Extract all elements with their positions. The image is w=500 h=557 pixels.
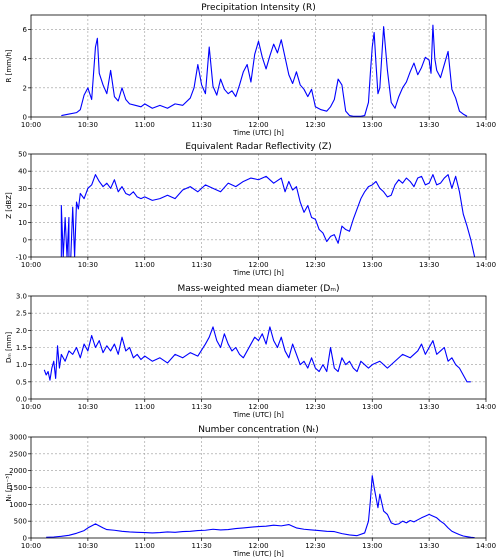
- chart-title: Precipitation Intensity (R): [201, 3, 315, 13]
- x-tick-label: 12:30: [305, 403, 325, 411]
- x-tick-label: 13:30: [419, 542, 439, 550]
- y-tick-label: 1.5: [16, 344, 27, 352]
- x-axis-label: Time (UTC) [h]: [232, 411, 284, 419]
- y-tick-label: 50: [18, 151, 27, 159]
- x-tick-label: 10:30: [78, 261, 98, 269]
- y-tick-label: 2500: [9, 450, 27, 458]
- x-tick-label: 13:30: [419, 403, 439, 411]
- y-tick-label: 30: [18, 185, 27, 193]
- x-tick-label: 12:00: [248, 261, 268, 269]
- series-line-1: [43, 326, 471, 383]
- x-tick-label: 14:00: [476, 121, 496, 129]
- y-tick-label: 6: [23, 26, 28, 34]
- y-tick-label: 0: [23, 236, 27, 244]
- y-tick-label: 1.0: [16, 361, 27, 369]
- y-tick-label: 500: [14, 518, 27, 526]
- x-tick-label: 12:30: [305, 542, 325, 550]
- y-axis-label: Dₘ [mm]: [5, 332, 13, 363]
- series-line-1: [60, 174, 476, 257]
- x-tick-label: 11:00: [135, 542, 155, 550]
- x-tick-label: 10:00: [21, 261, 41, 269]
- y-tick-label: 20: [18, 202, 27, 210]
- x-tick-label: 11:30: [192, 403, 212, 411]
- chart-panel-2: 10:00 10:30 11:00 11:30 12:00 12:30 13:00 13:30…: [5, 142, 496, 277]
- x-tick-label: 11:00: [135, 121, 155, 129]
- x-tick-label: 10:00: [21, 542, 41, 550]
- x-tick-label: 13:30: [419, 261, 439, 269]
- y-tick-label: 10: [18, 219, 27, 227]
- y-tick-label: 0: [23, 114, 27, 122]
- y-axis-label: Nₜ [m⁻³]: [5, 473, 13, 502]
- x-tick-label: 10:30: [78, 542, 98, 550]
- x-tick-label: 10:00: [21, 121, 41, 129]
- x-tick-label: 11:30: [192, 542, 212, 550]
- x-tick-label: 12:30: [305, 121, 325, 129]
- chart-title: Mass-weighted mean diameter (Dₘ): [178, 284, 340, 294]
- y-tick-label: 3000: [9, 434, 27, 442]
- y-tick-label: 2.0: [16, 327, 27, 335]
- y-tick-label: 3.0: [16, 293, 27, 301]
- y-tick-label: 0.5: [16, 378, 27, 386]
- x-tick-label: 11:00: [135, 403, 155, 411]
- chart-title: Number concentration (Nₜ): [198, 425, 319, 435]
- y-tick-label: 1500: [9, 484, 27, 492]
- x-tick-label: 11:30: [192, 121, 212, 129]
- y-axis-label: Z [dBZ]: [5, 192, 13, 219]
- x-tick-label: 10:30: [78, 403, 98, 411]
- y-tick-label: 0.0: [16, 396, 27, 404]
- y-tick-label: 1000: [9, 501, 27, 509]
- x-tick-label: 13:00: [362, 261, 382, 269]
- x-axis-label: Time (UTC) [h]: [232, 550, 284, 557]
- y-tick-label: 2000: [9, 467, 27, 475]
- x-tick-label: 14:00: [476, 403, 496, 411]
- x-tick-label: 13:00: [362, 403, 382, 411]
- y-tick-label: 40: [18, 168, 27, 176]
- x-axis-label: Time (UTC) [h]: [232, 269, 284, 277]
- chart-title: Equivalent Radar Reflectivity (Z): [185, 142, 331, 152]
- x-tick-label: 12:00: [248, 403, 268, 411]
- x-tick-label: 11:30: [192, 261, 212, 269]
- x-axis-label: Time (UTC) [h]: [232, 129, 284, 137]
- x-tick-label: 14:00: [476, 542, 496, 550]
- x-tick-label: 13:00: [362, 121, 382, 129]
- chart-panel-3: 10:00 10:30 11:00 11:30 12:00 12:30 13:00 13:30…: [5, 284, 496, 419]
- y-tick-label: 4: [23, 55, 28, 63]
- x-tick-label: 10:30: [78, 121, 98, 129]
- x-tick-label: 13:30: [419, 121, 439, 129]
- y-tick-label: 2.5: [16, 310, 27, 318]
- series-line-1: [61, 24, 468, 117]
- x-tick-label: 11:00: [135, 261, 155, 269]
- y-tick-label: 0: [23, 535, 27, 543]
- series-line-1: [46, 475, 475, 538]
- x-tick-label: 14:00: [476, 261, 496, 269]
- chart-panel-1: 10:00 10:30 11:00 11:30 12:00 12:30 13:00 13:30…: [5, 3, 496, 137]
- chart-panel-4: 10:00 10:30 11:00 11:30 12:00 12:30 13:00 13:30…: [5, 425, 496, 557]
- x-tick-label: 12:00: [248, 542, 268, 550]
- x-tick-label: 12:30: [305, 261, 325, 269]
- y-axis-label: R [mm/h]: [5, 49, 13, 82]
- x-tick-label: 12:00: [248, 121, 268, 129]
- y-tick-label: 2: [23, 84, 27, 92]
- y-tick-label: -10: [16, 254, 27, 262]
- x-tick-label: 10:00: [21, 403, 41, 411]
- x-tick-label: 13:00: [362, 542, 382, 550]
